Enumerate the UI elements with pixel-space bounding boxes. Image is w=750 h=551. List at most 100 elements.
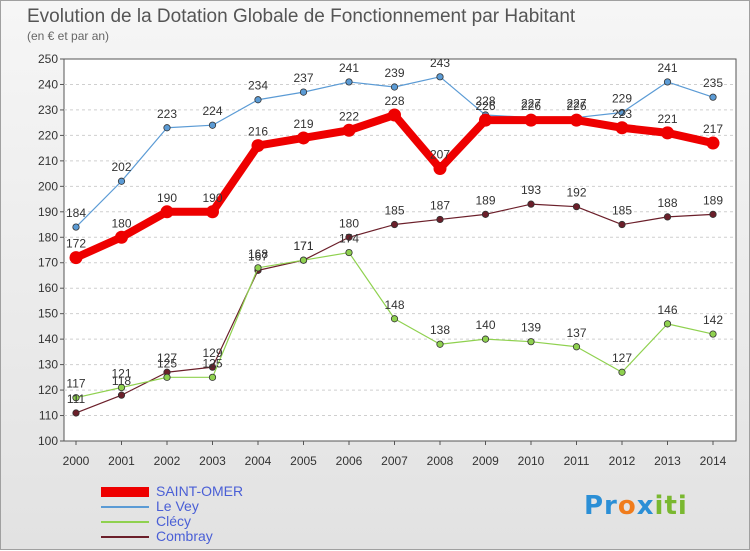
y-tick-label: 160 (38, 281, 58, 295)
data-label: 226 (566, 99, 586, 113)
data-point (115, 230, 128, 244)
data-label: 188 (657, 196, 677, 210)
data-point (663, 78, 672, 86)
data-label: 227 (566, 97, 586, 111)
data-label: 223 (157, 107, 177, 121)
data-point (388, 108, 401, 122)
data-point (433, 162, 447, 176)
data-label: 207 (430, 148, 450, 162)
legend: SAINT-OMER Le Vey Clécy Combray (101, 483, 321, 545)
data-label: 229 (612, 91, 632, 105)
y-tick-label: 170 (38, 256, 58, 270)
data-label: 241 (657, 61, 677, 75)
data-point (390, 83, 399, 91)
data-label: 190 (202, 191, 222, 205)
data-label: 221 (657, 112, 677, 126)
data-label: 235 (703, 76, 723, 90)
data-point (479, 113, 492, 127)
data-label: 127 (612, 351, 632, 365)
y-tick-label: 200 (38, 179, 58, 193)
data-label: 234 (248, 79, 268, 93)
y-tick-label: 120 (38, 383, 58, 397)
x-tick-label: 2010 (518, 454, 545, 468)
data-label: 146 (657, 303, 677, 317)
data-label: 217 (703, 122, 723, 136)
data-point (251, 139, 265, 153)
data-point (208, 121, 217, 129)
x-tick-label: 2008 (427, 454, 454, 468)
chart-title: Evolution de la Dotation Globale de Fonc… (27, 6, 576, 27)
data-label: 180 (111, 216, 131, 230)
data-label: 227 (521, 97, 541, 111)
data-label: 118 (112, 374, 131, 388)
data-point (206, 205, 219, 219)
data-point (208, 373, 217, 381)
x-tick-label: 2013 (654, 454, 681, 468)
data-label: 174 (339, 232, 359, 246)
legend-swatch (101, 487, 149, 497)
x-tick-label: 2000 (63, 454, 90, 468)
y-tick-label: 150 (38, 307, 58, 321)
data-point (709, 93, 717, 101)
data-label: 222 (339, 109, 359, 123)
data-label: 226 (521, 99, 541, 113)
data-label: 171 (293, 239, 313, 253)
data-label: 111 (67, 392, 86, 406)
data-point (117, 383, 126, 392)
data-point (524, 113, 538, 127)
data-point (572, 343, 581, 351)
y-tick-label: 100 (38, 434, 58, 448)
data-point (254, 96, 262, 104)
data-point (345, 78, 353, 86)
x-tick-label: 2006 (336, 454, 363, 468)
data-label: 185 (384, 204, 404, 218)
data-label: 180 (339, 216, 359, 230)
legend-label: Le Vey (156, 498, 199, 514)
x-tick-label: 2014 (700, 454, 727, 468)
data-point (661, 126, 674, 140)
data-label: 187 (430, 198, 450, 212)
x-tick-label: 2005 (290, 454, 317, 468)
x-tick-label: 2004 (245, 454, 272, 468)
data-point (345, 233, 353, 241)
legend-item: Le Vey (101, 498, 321, 515)
y-tick-label: 250 (38, 52, 58, 66)
data-point (342, 123, 356, 137)
y-tick-label: 230 (38, 103, 58, 117)
x-tick-label: 2002 (154, 454, 181, 468)
data-point (163, 124, 171, 132)
data-label: 168 (248, 247, 268, 261)
x-tick-label: 2012 (609, 454, 636, 468)
legend-item: Combray (101, 528, 321, 545)
data-point (572, 203, 581, 211)
data-label: 237 (293, 71, 313, 85)
data-point (208, 363, 217, 371)
data-label: 189 (475, 193, 495, 207)
data-label: 127 (157, 351, 177, 365)
data-label: 239 (384, 66, 404, 80)
data-point (706, 136, 720, 150)
data-point (436, 215, 444, 224)
data-label: 243 (430, 56, 450, 70)
data-point (254, 264, 262, 272)
data-label: 202 (111, 160, 131, 174)
data-point (618, 220, 626, 229)
data-label: 125 (202, 356, 222, 370)
data-point (390, 315, 399, 323)
data-label: 148 (384, 298, 404, 312)
y-tick-label: 130 (38, 358, 58, 372)
y-tick-label: 210 (38, 154, 58, 168)
data-label: 241 (339, 61, 359, 75)
data-point (615, 121, 629, 135)
data-point (481, 210, 490, 218)
data-point (663, 320, 672, 328)
data-point (527, 338, 535, 346)
data-label: 219 (293, 117, 313, 131)
data-label: 226 (475, 99, 495, 113)
data-label: 129 (202, 346, 222, 360)
data-label: 228 (384, 94, 404, 108)
x-tick-label: 2003 (199, 454, 226, 468)
data-label: 142 (703, 313, 723, 327)
